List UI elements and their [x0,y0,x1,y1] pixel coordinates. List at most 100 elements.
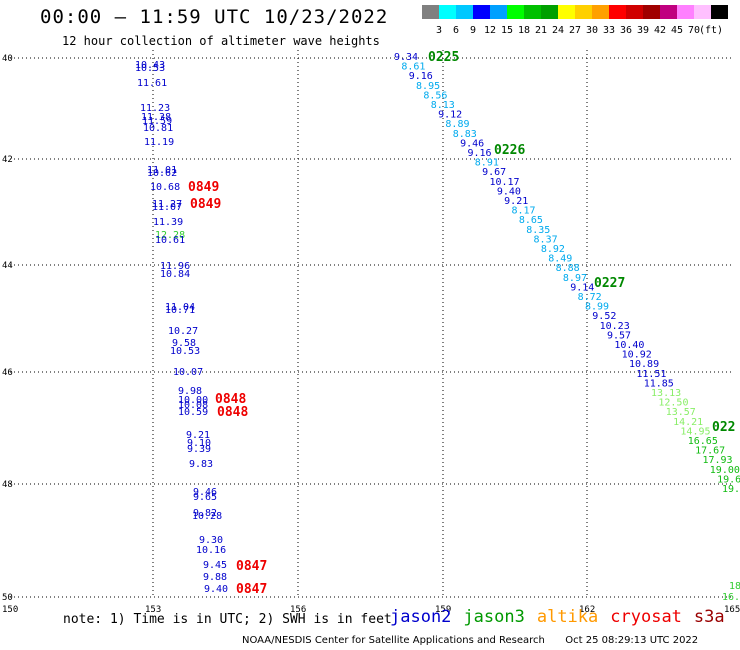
legend-altika: altika [536,607,599,627]
scale-label: 39 [636,25,650,36]
pass-time-label: 0848 [217,405,248,420]
scale-label: 36 [619,25,633,36]
wave-height-value: 11.38 [141,112,171,123]
scale-swatch [524,5,541,19]
lon-label: 156 [290,605,306,615]
scale-swatch [575,5,592,19]
wave-height-value: 11.96 [160,261,190,272]
wave-height-value: 19.00 [710,465,740,476]
wave-height-value: 11.04 [165,302,195,313]
wave-height-value: 9.82 [193,508,217,519]
pass-time-label: 0227 [594,276,625,291]
wave-height-value: 10.53 [135,63,165,74]
wave-height-value: 10.89 [629,359,659,370]
wave-height-value: 11.59 [142,116,172,127]
scale-swatch [643,5,660,19]
wave-height-value: 11.61 [137,78,167,89]
credit-text: NOAA/NESDIS Center for Satellite Applica… [242,635,545,646]
scale-label: 9 [469,25,477,36]
wave-height-value: 8.99 [585,302,609,313]
scale-swatch [439,5,456,19]
wave-height-value: 10.00 [178,395,208,406]
wave-height-value: 9.12 [438,110,462,121]
lat-label: 44 [2,261,13,271]
scale-swatch [456,5,473,19]
wave-height-value: 9.16 [467,148,491,159]
wave-height-value: 11.23 [140,103,170,114]
wave-height-value: 9.39 [187,444,211,455]
lat-label: 50 [2,593,13,603]
wave-height-value: 9.16 [409,71,433,82]
wave-height-value: 10.71 [165,305,195,316]
wave-height-value: 10.17 [489,177,519,188]
scale-label: 12 [483,25,497,36]
wave-height-value: 10.07 [173,367,203,378]
wave-height-value: 10.28 [192,511,222,522]
wave-height-value: 9.10 [187,438,211,449]
wave-height-value: 11.85 [644,378,674,389]
pass-time-label: 0849 [188,180,219,195]
scale-label: 33 [602,25,616,36]
wave-height-value: 8.92 [541,244,565,255]
scale-swatch [558,5,575,19]
wave-height-value: 8.91 [475,158,499,169]
wave-height-value: 8.17 [512,206,536,217]
scale-swatch [711,5,728,19]
wave-height-value: 8.83 [453,129,477,140]
wave-height-value: 9.40 [497,186,521,197]
scale-label: 15 [500,25,514,36]
wave-height-value: 8.56 [423,90,447,101]
axis-labels: 40 42 44 46 48 50 150 153 156 159 162 165 [2,54,740,615]
units-note: note: 1) Time is in UTC; 2) SWH is in fe… [63,612,392,627]
scale-swatch [677,5,694,19]
wave-height-value: 19.6 [717,474,740,485]
wave-height-value: 11.27 [152,199,182,210]
footer-credit: NOAA/NESDIS Center for Satellite Applica… [242,635,698,646]
wave-height-value: 9.14 [570,282,594,293]
wave-height-value: 8.97 [563,273,587,284]
scale-label: 42 [653,25,667,36]
wave-height-value: 10.23 [600,321,630,332]
wave-height-value: 9.67 [482,167,506,178]
wave-height-value: 8.89 [445,119,469,130]
wave-height-value: 9.34 [394,52,418,63]
satellite-legend: jason2 jason3 altika cryosat s3a [390,607,737,627]
wave-height-value: 9.21 [186,430,210,441]
wave-height-value: 8.13 [431,100,455,111]
scale-label: 6 [452,25,460,36]
lon-label: 153 [145,605,161,615]
scale-swatch [609,5,626,19]
wave-height-value: 10.16 [196,545,226,556]
lat-label: 46 [2,368,13,378]
lat-label: 42 [2,155,13,165]
wave-height-value: 9.57 [607,330,631,341]
lon-label: 159 [435,605,451,615]
wave-height-value: 9.46 [460,138,484,149]
wave-height-value: 8.88 [556,263,580,274]
wave-height-value: 9.45 [203,560,227,571]
scale-label: 27 [568,25,582,36]
lon-label: 165 [724,605,740,615]
pass-time-label: 0226 [494,143,525,158]
wave-height-value: 9.40 [204,584,228,595]
wave-height-value: 10.92 [622,350,652,361]
map-title: 00:00 – 11:59 UTC 10/23/2022 [40,6,389,28]
scale-swatch [592,5,609,19]
scale-swatch [694,5,711,19]
scale-swatch [473,5,490,19]
wave-height-value: 9.98 [178,386,202,397]
wave-height-value: 13.13 [651,388,681,399]
wave-height-value: 14.21 [673,417,703,428]
scale-label: 45 [670,25,684,36]
wave-height-value: 8.35 [526,225,550,236]
lat-label: 48 [2,480,13,490]
wave-height-value: 18 [729,581,740,592]
lon-label: 162 [579,605,595,615]
wave-height-value: 8.95 [416,81,440,92]
scale-swatch [507,5,524,19]
wave-height-value: 8.72 [578,292,602,303]
pass-time-label: 0849 [190,197,221,212]
legend-jason3: jason3 [463,607,525,627]
map-subtitle: 12 hour collection of altimeter wave hei… [62,34,380,48]
